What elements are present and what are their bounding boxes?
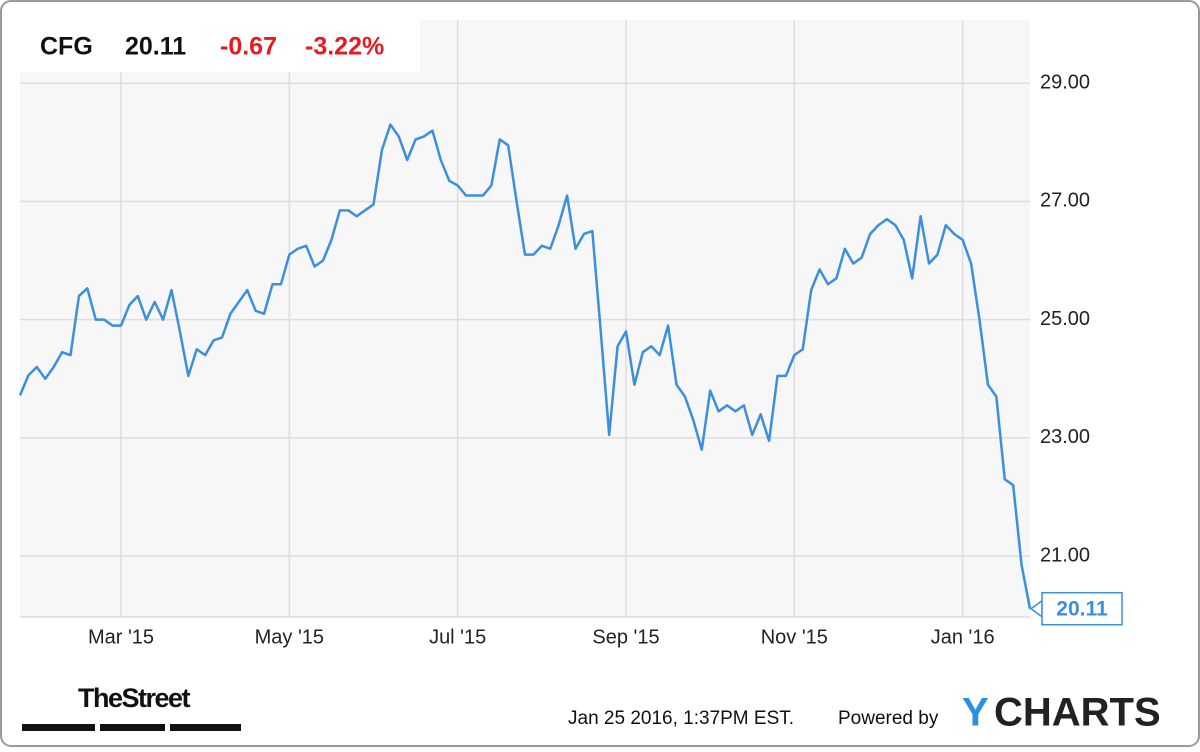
end-label: 20.11 — [1056, 597, 1108, 620]
x-tick-label: Sep '15 — [592, 626, 659, 648]
x-tick-label: Jul '15 — [429, 626, 486, 648]
y-tick-label: 29.00 — [1040, 72, 1090, 94]
powered-by: Powered by — [838, 708, 939, 729]
symbol: CFG — [40, 33, 93, 61]
grid — [20, 20, 1030, 617]
change-pct: -3.22% — [305, 33, 384, 61]
y-tick-label: 21.00 — [1040, 544, 1090, 566]
brand-y: Y — [962, 691, 989, 735]
y-tick-label: 23.00 — [1040, 426, 1090, 448]
x-tick-label: Jan '16 — [931, 626, 995, 648]
header-box — [20, 20, 420, 72]
timestamp: Jan 25 2016, 1:37PM EST. — [568, 708, 794, 729]
x-tick-label: May '15 — [255, 626, 324, 648]
logo-bar — [22, 724, 95, 731]
plot-area — [20, 20, 1030, 617]
change: -0.67 — [220, 33, 277, 61]
source-logo: TheStreet — [78, 683, 191, 713]
logo-bar — [170, 724, 241, 731]
x-tick-label: Mar '15 — [88, 626, 154, 648]
price: 20.11 — [125, 33, 186, 61]
logo-bar — [100, 724, 165, 731]
x-tick-label: Nov '15 — [761, 626, 828, 648]
end-label-box — [1041, 591, 1123, 626]
plot: 20.11 — [18, 123, 1123, 626]
brand-rest: CHARTS — [994, 691, 1161, 735]
y-tick-label: 25.00 — [1040, 308, 1090, 330]
price-line — [18, 123, 1032, 609]
y-tick-label: 27.00 — [1040, 190, 1090, 212]
